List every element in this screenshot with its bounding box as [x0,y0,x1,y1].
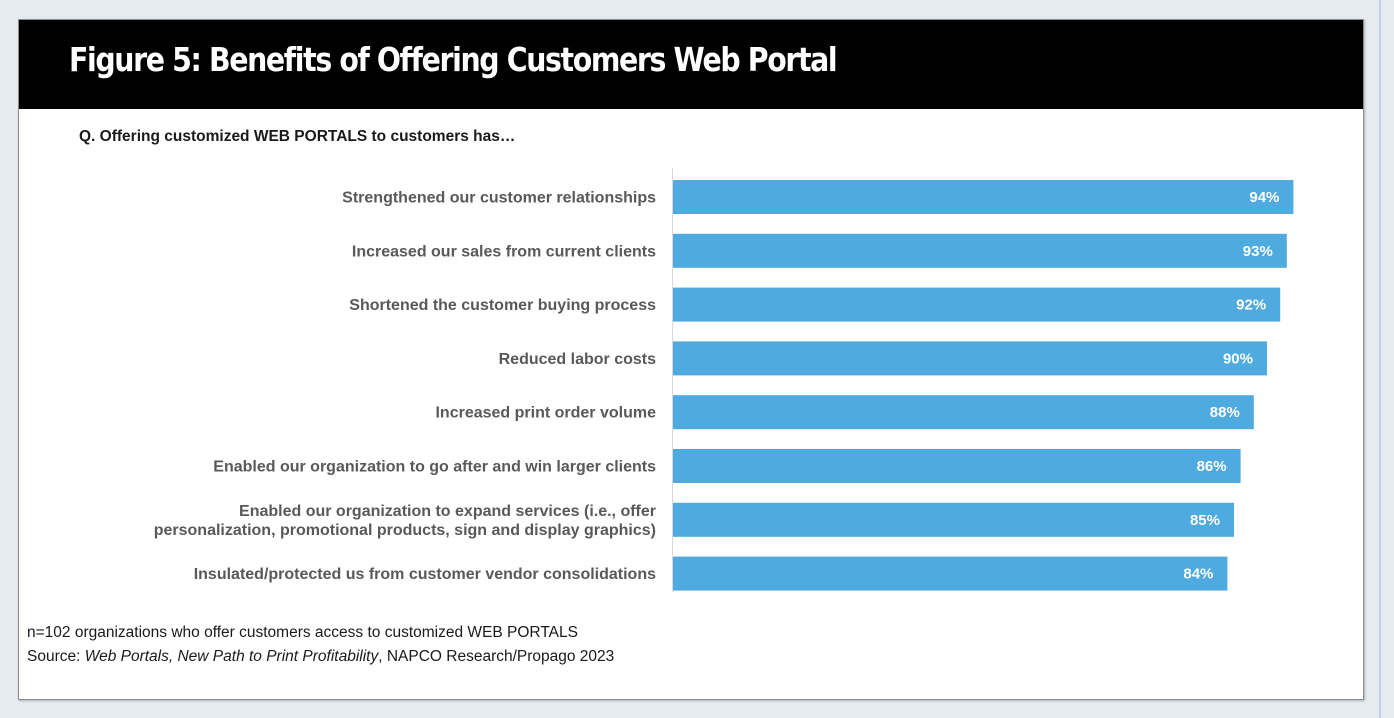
bar [673,502,1234,537]
bar-value-label: 88% [1210,404,1240,421]
figure-card: Figure 5: Benefits of Offering Customers… [18,19,1364,700]
category-label: Strengthened our customer relationships [342,190,656,207]
category-label: Insulated/protected us from customer ven… [194,566,656,583]
bar [673,341,1267,376]
question-prefix: Q. [79,128,96,145]
page-edge-line [1379,0,1381,718]
bar [673,180,1294,214]
bar-chart: 94% Strengthened our customer relationshi… [154,168,1294,592]
bar-value-label: 90% [1223,350,1253,367]
bar [673,556,1228,591]
category-label-line: Strengthened our customer relationships [342,190,656,207]
source-label: Source: [27,648,85,665]
category-label-line: personalization, promotional products, s… [154,522,656,539]
bar-value-label: 84% [1183,566,1213,583]
category-label: Enabled our organization to go after and… [213,459,656,476]
category-label-line: Insulated/protected us from customer ven… [194,566,656,583]
source-rest: , NAPCO Research/Propago 2023 [378,648,615,665]
category-label: Increased our sales from current clients [352,243,656,260]
bar-value-label: 94% [1249,189,1279,206]
question-text: Q. Offering customized WEB PORTALS to cu… [79,128,515,146]
bar-value-label: 86% [1197,458,1227,475]
title-bar: Figure 5: Benefits of Offering Customers… [19,20,1363,109]
figure-title: Figure 5: Benefits of Offering Customers… [69,40,838,79]
category-label-line: Increased print order volume [435,405,656,422]
bar [673,449,1241,483]
category-label: Shortened the customer buying process [349,297,656,314]
bar [673,395,1254,430]
category-label: Enabled our organization to expand servi… [154,503,656,539]
bar-value-label: 85% [1190,512,1220,529]
category-label-line: Enabled our organization to expand servi… [239,503,656,520]
bar [673,233,1287,268]
bar-value-label: 92% [1236,297,1266,314]
source-line: Source: Web Portals, New Path to Print P… [27,645,614,669]
source-title: Web Portals, New Path to Print Profitabi… [84,648,379,665]
category-label-line: Reduced labor costs [499,351,656,368]
category-label: Reduced labor costs [499,351,656,368]
category-label-line: Enabled our organization to go after and… [213,459,656,476]
category-label-line: Increased our sales from current clients [352,243,656,260]
sample-note: n=102 organizations who offer customers … [27,624,578,641]
footnote: n=102 organizations who offer customers … [27,621,614,669]
bar-value-label: 93% [1243,243,1273,260]
category-label: Increased print order volume [435,405,656,422]
bar [673,287,1281,322]
question-body: Offering customized WEB PORTALS to custo… [95,128,516,145]
category-label-line: Shortened the customer buying process [349,297,656,314]
